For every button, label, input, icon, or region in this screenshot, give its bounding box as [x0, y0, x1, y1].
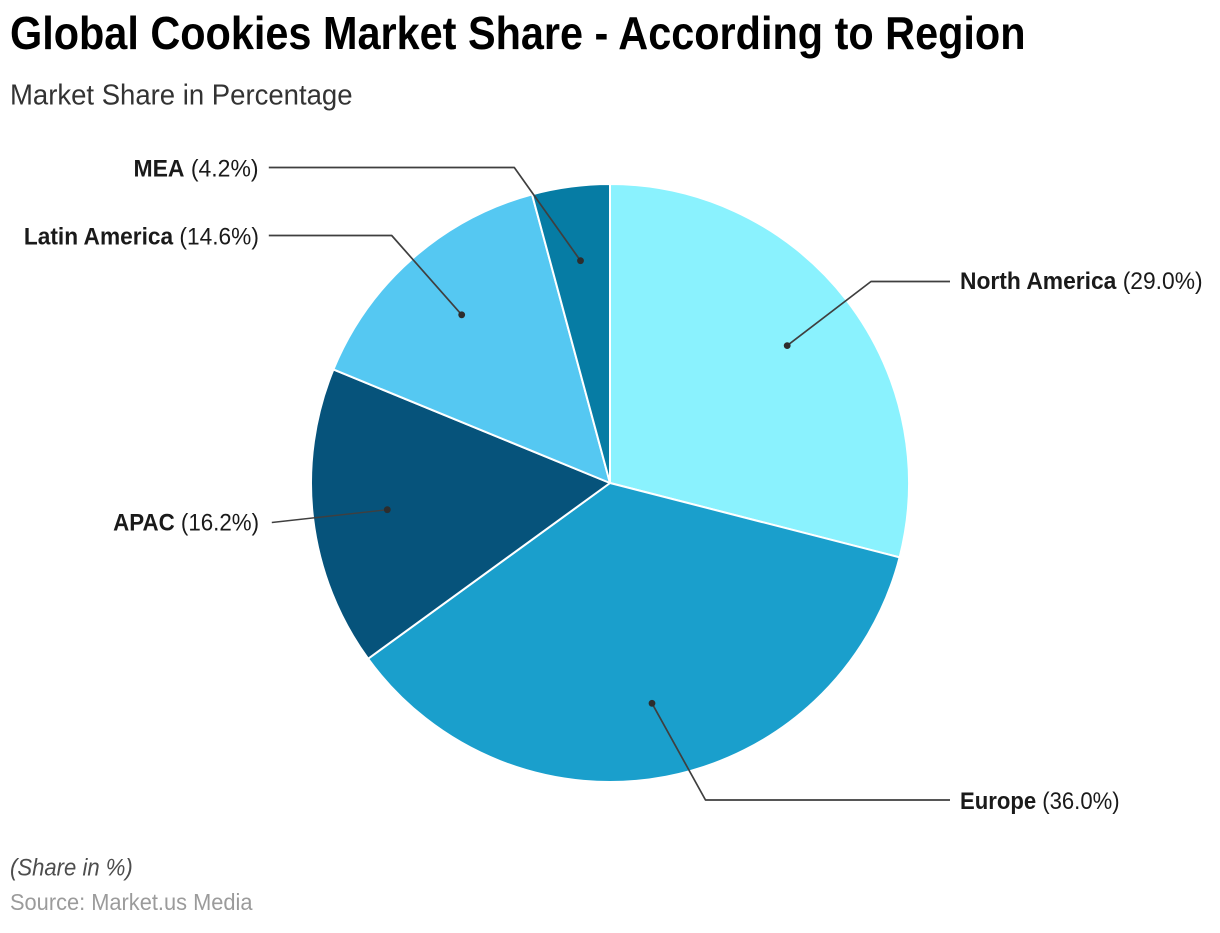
svg-text:Source: Market.us Media: Source: Market.us Media — [10, 889, 253, 915]
svg-text:(Share in %): (Share in %) — [10, 855, 133, 882]
svg-text:Europe (36.0%): Europe (36.0%) — [960, 788, 1120, 815]
svg-text:MEA (4.2%): MEA (4.2%) — [134, 156, 259, 183]
svg-text:Latin America (14.6%): Latin America (14.6%) — [24, 224, 259, 251]
svg-text:Market Share in Percentage: Market Share in Percentage — [10, 80, 353, 112]
svg-text:Global Cookies Market Share -: Global Cookies Market Share - According … — [10, 7, 1026, 59]
svg-text:North America (29.0%): North America (29.0%) — [960, 268, 1203, 295]
svg-text:APAC (16.2%): APAC (16.2%) — [113, 510, 259, 537]
